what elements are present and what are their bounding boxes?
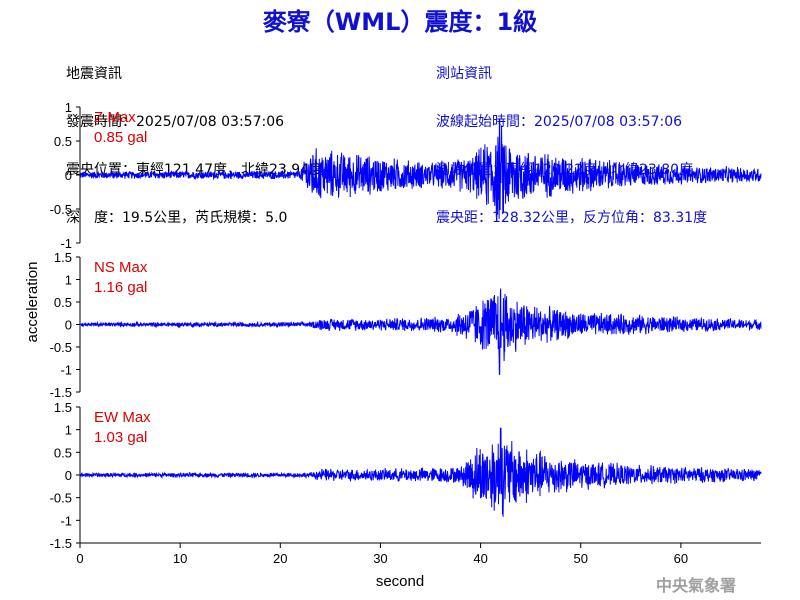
x-tick-label: 50 (574, 551, 588, 566)
epicentral-distance: 震央距：128.32公里，反方位角：83.31度 (436, 210, 708, 226)
max-value-ew: 1.03 gal (94, 429, 147, 446)
station-info-heading: 測站資訊 (436, 66, 492, 82)
x-tick-label: 30 (373, 551, 387, 566)
y-tick-label: 1 (65, 100, 72, 115)
y-tick-label: 1.5 (54, 400, 72, 415)
origin-time: 發震時間：2025/07/08 03:57:06 (66, 114, 285, 130)
y-tick-label: -1 (60, 513, 72, 528)
max-value-ns: 1.16 gal (94, 279, 147, 296)
y-tick-label: 0.5 (54, 445, 72, 460)
y-tick-label: -0.5 (50, 340, 72, 355)
y-tick-label: 0 (65, 468, 72, 483)
x-tick-label: 10 (173, 551, 187, 566)
y-tick-label: 1 (65, 423, 72, 438)
y-tick-label: 1.5 (54, 250, 72, 265)
x-tick-label: 40 (473, 551, 487, 566)
y-tick-label: -1.5 (50, 536, 72, 551)
max-label-ns: NS Max (94, 259, 148, 276)
max-label-ew: EW Max (94, 409, 151, 426)
x-tick-label: 0 (76, 551, 83, 566)
y-tick-label: -1.5 (50, 385, 72, 400)
waveform-z (79, 118, 762, 219)
agency-watermark: 中央氣象署 (656, 576, 737, 595)
max-label-z: Z Max (94, 109, 136, 126)
y-axis-label: acceleration (24, 262, 41, 343)
waveform-ns (79, 288, 762, 375)
y-tick-label: 0 (65, 318, 72, 333)
y-tick-label: 1 (65, 273, 72, 288)
y-tick-label: 0.5 (54, 295, 72, 310)
y-tick-label: -1 (60, 363, 72, 378)
y-tick-label: 0 (65, 168, 72, 183)
max-value-z: 0.85 gal (94, 129, 147, 146)
y-tick-label: -1 (60, 236, 72, 251)
wave-start-time: 波線起始時間：2025/07/08 03:57:06 (436, 114, 683, 130)
page-title: 麥寮（WML）震度：1級 (262, 8, 538, 36)
x-tick-label: 20 (273, 551, 287, 566)
waveform-ew (79, 427, 762, 517)
y-tick-label: -0.5 (50, 491, 72, 506)
depth-magnitude: 深 度：19.5公里，芮氏規模：5.0 (66, 210, 288, 226)
x-tick-label: 60 (674, 551, 688, 566)
y-tick-label: 0.5 (54, 134, 72, 149)
y-tick-label: -0.5 (50, 202, 72, 217)
quake-info-heading: 地震資訊 (66, 66, 122, 82)
x-axis-label: second (376, 573, 424, 590)
quake-info-block: 地震資訊 發震時間：2025/07/08 03:57:06 震央位置：東經121… (66, 34, 323, 242)
